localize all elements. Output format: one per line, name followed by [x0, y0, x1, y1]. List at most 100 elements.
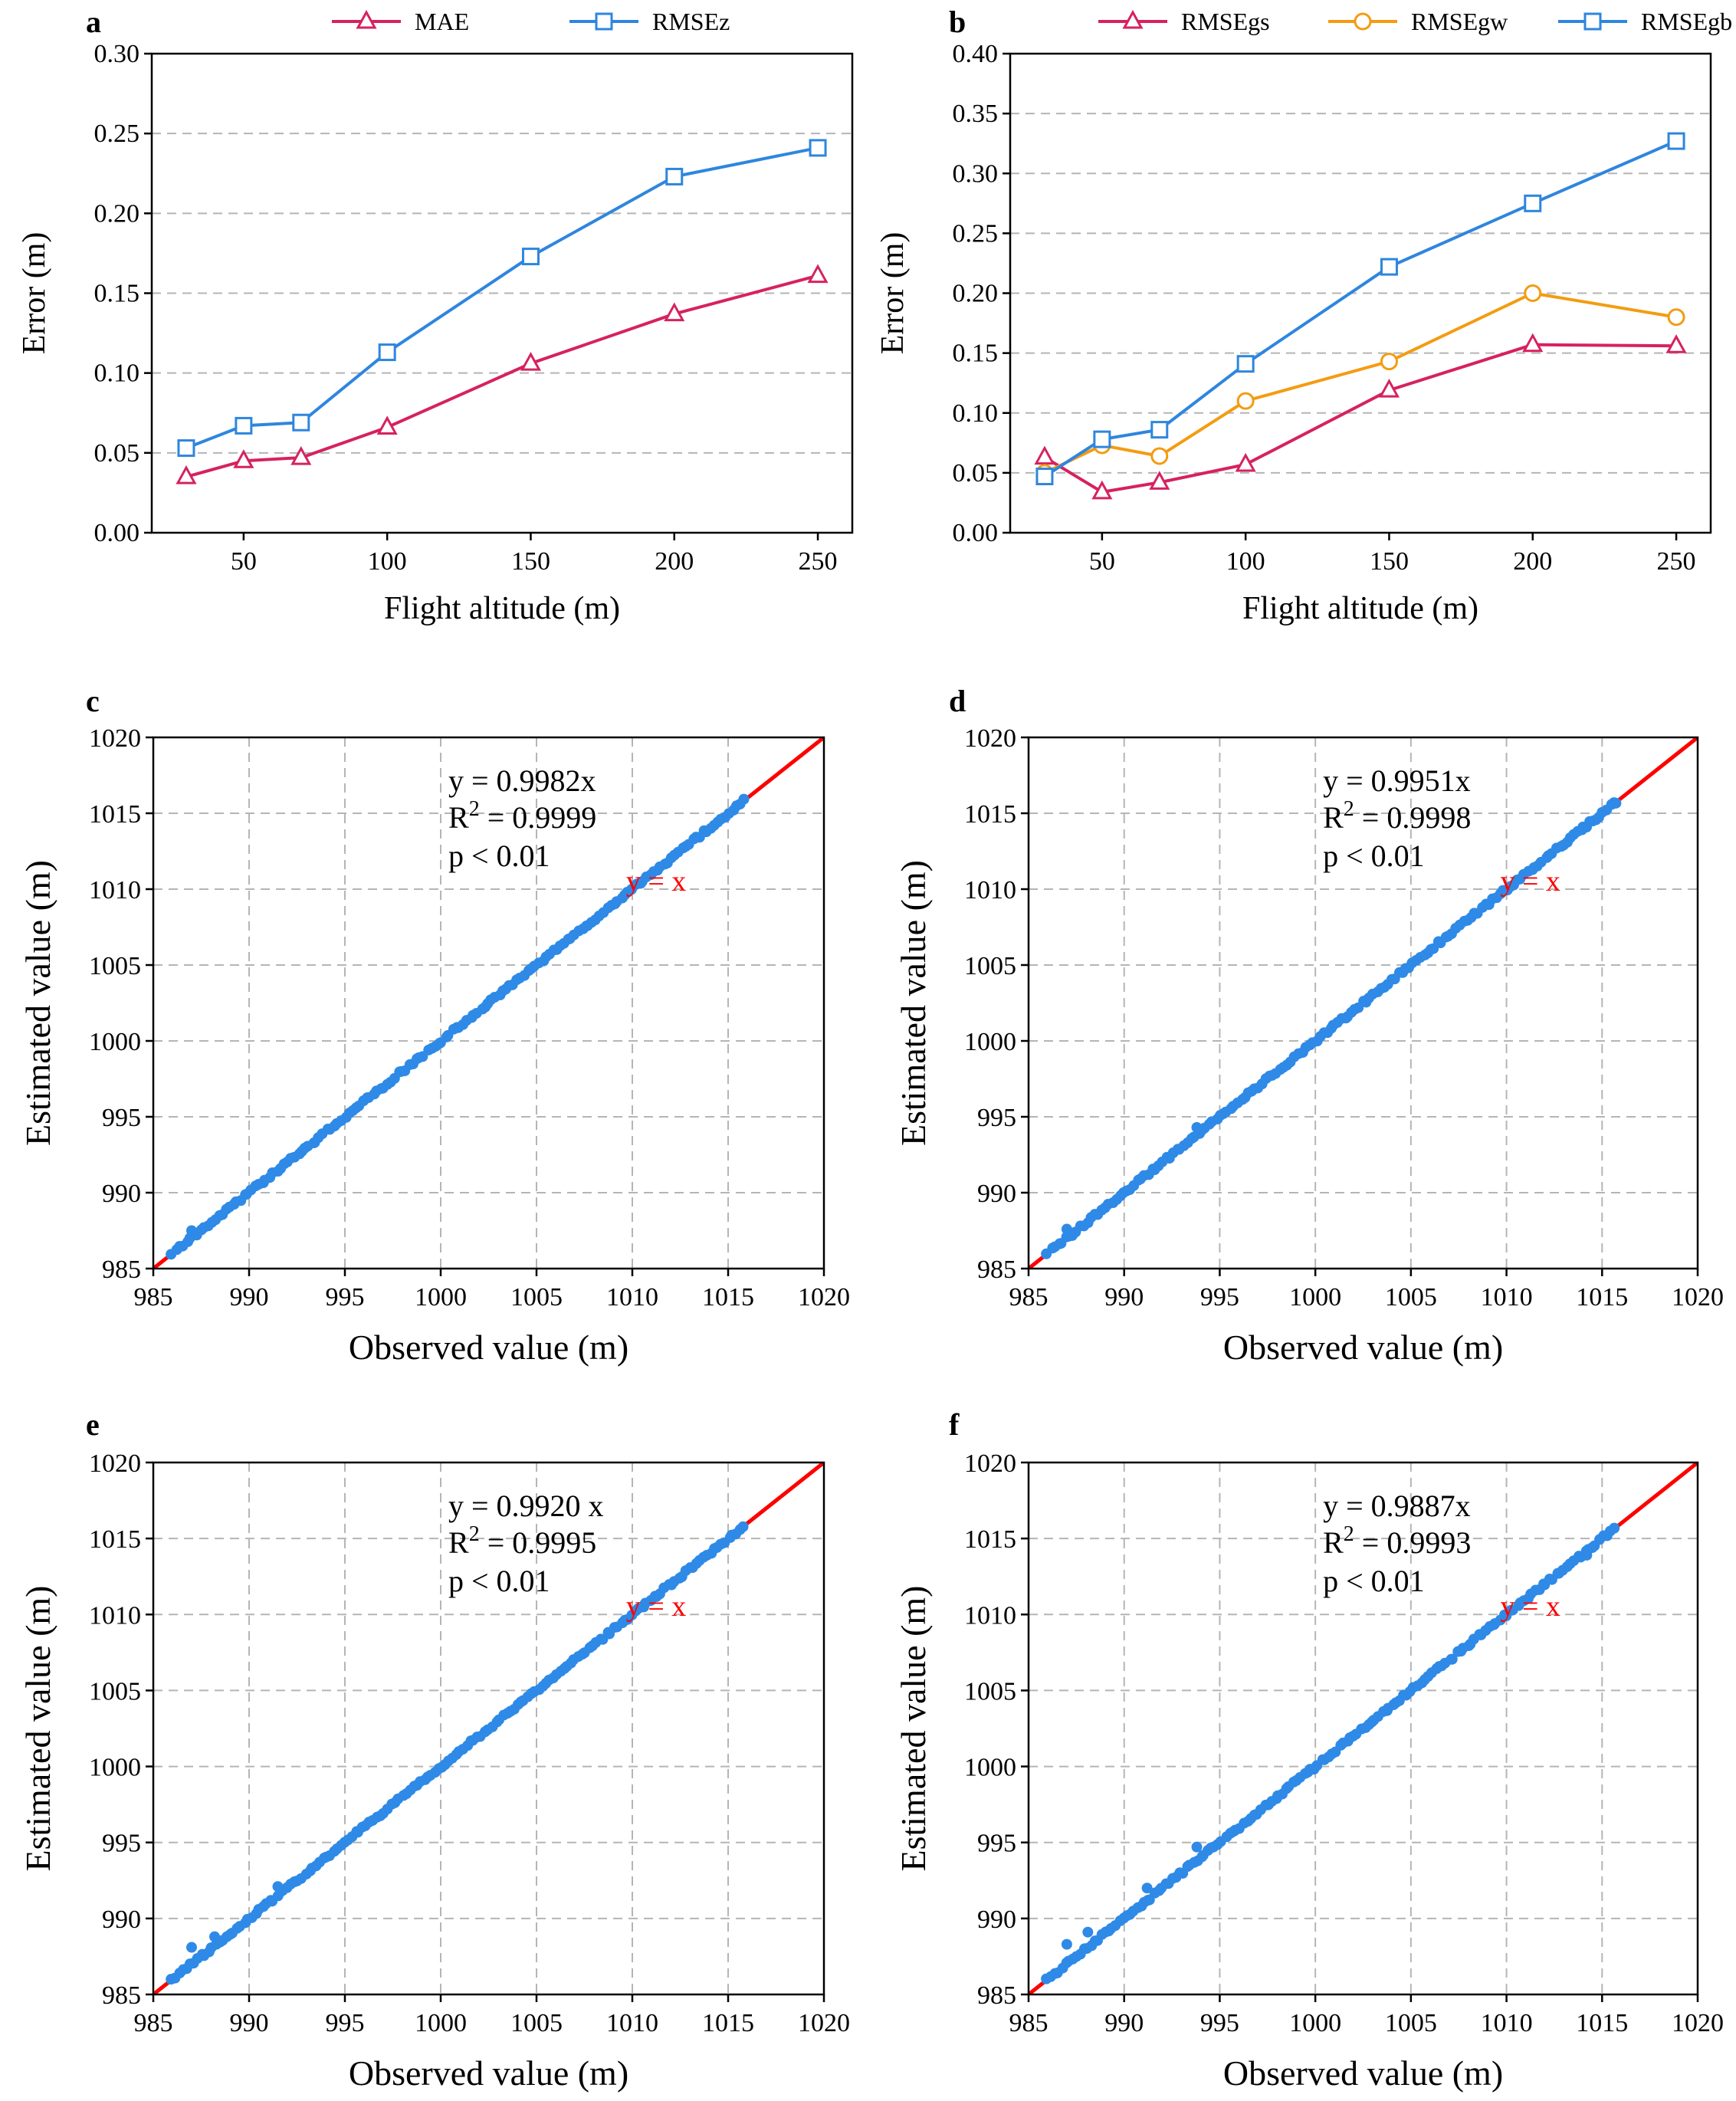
y-tick-label: 1020	[89, 724, 141, 753]
y-tick-label: 985	[102, 1981, 141, 2010]
data-point	[1665, 334, 1687, 353]
panel-letter: e	[86, 1407, 100, 1442]
scatter-points	[166, 793, 750, 1260]
data-point	[1667, 308, 1685, 327]
x-tick-label: 1010	[606, 2009, 658, 2037]
y-tick-label: 1000	[964, 1754, 1016, 1782]
data-point	[1034, 445, 1055, 465]
y-tick-label: 0.10	[94, 359, 140, 388]
scatter-points	[166, 1521, 749, 1985]
r-squared-symbol: R	[448, 1525, 469, 1560]
r-squared-value: = 0.9998	[1354, 800, 1472, 835]
data-point	[1091, 480, 1113, 500]
panel-letter: d	[949, 684, 966, 718]
x-tick-label: 990	[1104, 1283, 1144, 1311]
y-tick-label: 0.05	[953, 459, 999, 487]
data-point	[1524, 194, 1542, 212]
x-tick-label: 985	[134, 2009, 173, 2037]
y-tick-label: 995	[977, 1104, 1016, 1132]
data-point	[1378, 378, 1400, 398]
data-point	[233, 449, 254, 468]
y-tick-label: 985	[102, 1256, 141, 1284]
r-squared-superscript: 2	[1344, 1522, 1354, 1546]
p-value: p < 0.01	[448, 839, 550, 873]
y-tick-label: 1005	[964, 1677, 1016, 1705]
identity-line-label: y = x	[626, 865, 686, 898]
x-tick-label: 1005	[510, 1283, 563, 1311]
data-point	[1035, 468, 1054, 486]
y-tick-label: 1005	[89, 952, 141, 980]
data-point	[1380, 258, 1398, 276]
scatter-point	[1609, 1522, 1620, 1534]
y-tick-label: 995	[102, 1104, 141, 1132]
series-line	[1043, 140, 1677, 478]
y-tick-label: 990	[102, 1180, 141, 1208]
x-tick-label: 150	[511, 547, 550, 576]
r-squared-superscript: 2	[1344, 797, 1354, 821]
data-point	[1524, 284, 1542, 302]
y-tick-label: 1000	[964, 1028, 1016, 1056]
x-tick-label: 1005	[1385, 2009, 1437, 2037]
data-point	[1149, 471, 1170, 490]
scatter-point	[1577, 821, 1589, 832]
plot-frame	[1027, 736, 1699, 1270]
y-tick-label: 1020	[964, 1449, 1016, 1478]
legend-label: MAE	[415, 8, 469, 35]
data-point	[520, 352, 541, 371]
legend-label: RMSEgs	[1181, 8, 1270, 35]
y-tick-label: 0.25	[94, 120, 140, 148]
series-MAE	[176, 264, 829, 484]
y-tick-label: 1000	[89, 1028, 141, 1056]
y-tick-label: 0.35	[953, 100, 999, 128]
y-tick-label: 0.20	[953, 280, 999, 308]
plot-content	[153, 737, 824, 1269]
data-point	[1093, 430, 1111, 448]
y-axis-label: Error (m)	[17, 232, 52, 355]
scatter-point	[737, 1521, 749, 1532]
x-tick-label: 1015	[702, 2009, 754, 2037]
data-point	[1150, 421, 1169, 439]
r-squared-value: = 0.9993	[1354, 1525, 1472, 1560]
legend-marker	[1583, 12, 1602, 31]
scatter-point	[209, 1931, 220, 1942]
y-tick-label: 985	[977, 1981, 1016, 2010]
y-axis-label: Estimated value (m)	[894, 860, 933, 1146]
y-axis-label: Estimated value (m)	[18, 860, 57, 1146]
data-point	[1150, 447, 1169, 465]
x-tick-label: 50	[231, 547, 257, 576]
x-tick-label: 200	[655, 547, 694, 576]
y-tick-label: 1010	[89, 1601, 141, 1630]
x-tick-label: 1000	[1289, 2009, 1341, 2037]
y-tick-label: 0.25	[953, 219, 999, 248]
data-point	[177, 439, 195, 458]
legend-marker	[1122, 9, 1144, 29]
y-tick-label: 0.05	[94, 439, 140, 468]
x-tick-label: 1020	[1672, 2009, 1724, 2037]
series-RMSEgw	[1035, 284, 1685, 482]
r-squared-superscript: 2	[469, 797, 480, 821]
legend-marker	[595, 12, 613, 31]
r-squared: R2 = 0.9999	[448, 797, 596, 835]
x-tick-label: 1005	[1385, 1283, 1437, 1311]
legend-label: RMSEgb	[1641, 8, 1732, 35]
data-point	[290, 445, 312, 465]
r-squared-symbol: R	[448, 800, 469, 835]
line-chart-a: 0.00 0.05 0.10 0.15 0.20 0.25 0.30 50 100 150 200 2…	[17, 5, 854, 626]
p-value: p < 0.01	[1323, 839, 1425, 873]
x-tick-label: 250	[799, 547, 838, 576]
scatter-point	[1061, 1223, 1072, 1235]
series-line	[185, 274, 819, 479]
scatter-point	[738, 793, 750, 805]
x-tick-label: 1000	[1289, 1283, 1341, 1311]
legend-label: RMSEz	[652, 8, 730, 35]
series-RMSEgs	[1034, 333, 1687, 500]
regression-equation: y = 0.9982x	[448, 763, 596, 798]
data-point	[176, 465, 197, 484]
identity-line-label: y = x	[626, 1591, 686, 1623]
y-tick-label: 990	[977, 1906, 1016, 1934]
x-tick-label: 200	[1513, 547, 1552, 576]
panel-letter: c	[86, 684, 100, 718]
plot-frame	[1009, 52, 1712, 534]
